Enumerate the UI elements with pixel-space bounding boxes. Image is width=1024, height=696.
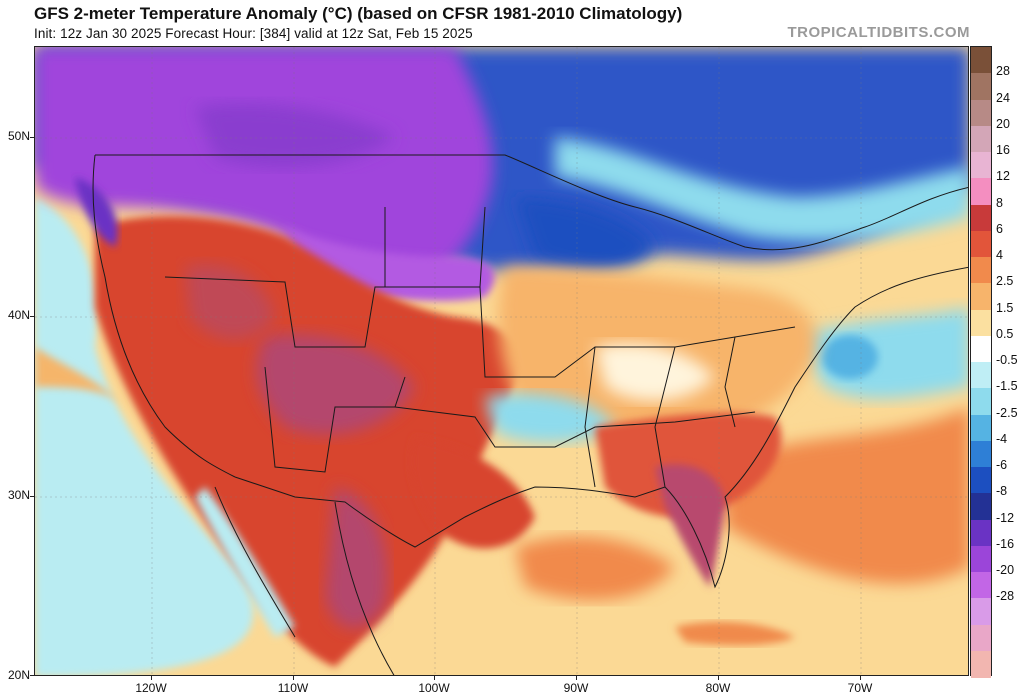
colorbar-segment [971,545,991,573]
colorbar-segment [971,125,991,153]
colorbar-label: -0.5 [996,353,1018,367]
colorbar-segment [971,230,991,258]
colorbar-label: 24 [996,90,1010,105]
colorbar-segment [971,519,991,547]
atlantic-warm-plume [725,407,968,584]
lat-tick [30,137,34,138]
colorbar-label: 0.5 [996,326,1014,341]
colorbar-segment [971,204,991,232]
colorbar-segment [971,99,991,127]
colorbar-label: -16 [996,536,1015,551]
gulf-warm-patch [515,536,675,601]
colorbar-segment [971,335,991,363]
colorbar-segment [971,362,991,389]
four-corners-hot-core [256,334,415,435]
colorbar-label: 16 [996,143,1010,157]
lon-tick [860,676,861,680]
colorbar-label: -28 [996,589,1015,604]
baja-cool-strip [195,487,295,637]
colorbar-segment [971,73,991,100]
colorbar-label: -2.5 [996,405,1018,420]
colorbar-segment [971,152,991,179]
lon-label-80w: 80W [705,681,731,695]
great-basin-hot-core [185,264,275,340]
western-us-warm [95,216,522,667]
colorbar-label: 6 [996,221,1003,236]
south-central-cool-pocket [485,393,615,443]
lon-tick [151,676,152,680]
colorbar-segment [971,572,991,599]
colorbar-label: 2.5 [996,274,1014,289]
lat-tick [30,316,34,317]
lon-tick [576,676,577,680]
colorbar-segment [971,309,991,337]
colorbar-label: 20 [996,116,1010,131]
colorbar-segment [971,257,991,284]
colorbar-label: -1.5 [996,379,1018,394]
pacific-orange-band [35,347,125,407]
colorbar-label: 12 [996,169,1010,184]
lon-label-120w: 120W [135,681,167,695]
political-borders [92,154,968,675]
alberta-deep-purple [195,103,395,168]
lat-label-30n: 30N [7,488,30,502]
lon-label-100w: 100W [418,681,450,695]
texas-warm [411,437,535,549]
northwest-purple-anomaly [35,47,494,289]
lat-tick [30,675,34,676]
source-credit: TROPICALTIDBITS.COM [787,24,970,41]
forecast-info: Init: 12z Jan 30 2025 Forecast Hour: [38… [34,26,473,41]
colorbar-label: -6 [996,458,1008,472]
graticule [35,47,968,675]
colorbar-segment [971,598,991,625]
colorbar-label: 28 [996,64,1010,79]
colorbar-label: -12 [996,510,1015,525]
map-title: GFS 2-meter Temperature Anomaly (°C) (ba… [34,4,683,23]
lat-tick [30,496,34,497]
hudson-light-band [555,137,968,241]
colorbar-segment [971,440,991,468]
lon-tick [434,676,435,680]
lat-label-50n: 50N [7,129,30,143]
colorbar-segment [971,178,991,205]
colorbar-segment [971,414,991,442]
atlantic-cold-core [822,335,878,379]
anomaly-colorbar [970,46,992,678]
colorbar-segment [971,624,991,652]
lon-tick [718,676,719,680]
colorbar-label: 8 [996,195,1003,210]
ohio-valley-neutral [595,343,715,401]
colorbar-segment [971,388,991,415]
colorbar-segment [971,650,991,678]
colorbar-label: 1.5 [996,300,1014,315]
colorbar-segment [971,493,991,520]
southeast-warm [595,412,782,518]
colorbar-segment [971,47,991,74]
colorbar-segment [971,467,991,494]
cuba-warm [675,621,795,646]
colorbar-label: -4 [996,431,1008,446]
temperature-anomaly-map [34,46,969,676]
mexico-hot-core [325,487,388,629]
lon-label-110w: 110W [277,681,309,695]
lon-tick [293,676,294,680]
pacific-northwest-cold [75,177,118,247]
colorbar-label: -8 [996,484,1008,499]
lat-label-20n: 20N [7,668,30,682]
colorbar-segment [971,283,991,310]
lon-label-70w: 70W [847,681,873,695]
great-lakes-cold-core [515,197,655,271]
colorbar-label: -20 [996,563,1015,577]
lat-label-40n: 40N [7,308,30,322]
colorbar-label: 4 [996,248,1003,262]
lon-label-90w: 90W [563,681,589,695]
pacific-cool-anomaly [35,197,254,675]
